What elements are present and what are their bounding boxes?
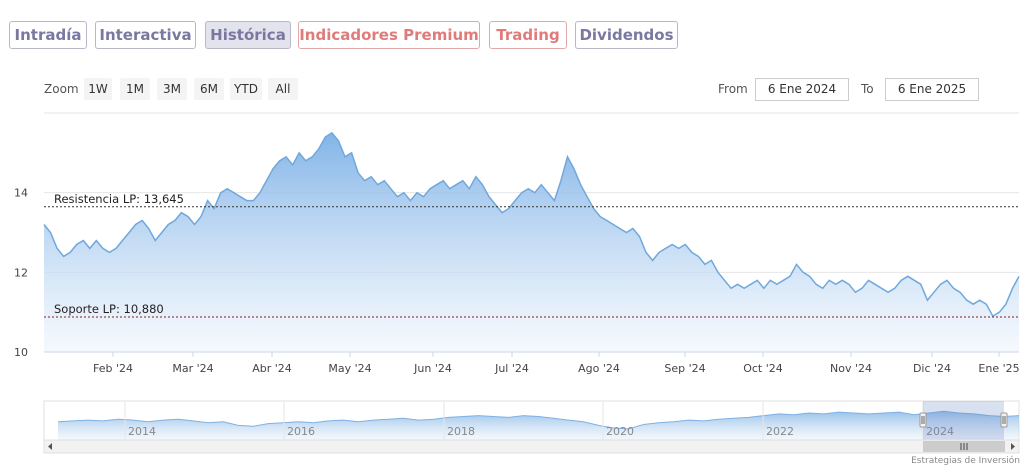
x-tick-label: Jul '24	[494, 362, 529, 375]
x-tick-label: Ago '24	[578, 362, 620, 375]
zoom-button-1w[interactable]: 1W	[84, 78, 112, 100]
tab-interactiva[interactable]: Interactiva	[95, 21, 196, 49]
x-tick-label: Abr '24	[252, 362, 292, 375]
resistance-label: Resistencia LP: 13,645	[54, 192, 184, 206]
tab-intrad-a[interactable]: Intradía	[9, 21, 87, 49]
navigator-year-label: 2022	[766, 425, 794, 438]
price-area	[44, 132, 1019, 352]
zoom-button-1m[interactable]: 1M	[120, 78, 150, 100]
scroll-right-icon[interactable]	[1011, 443, 1015, 450]
from-label: From	[718, 82, 748, 96]
navigator-year-label: 2024	[926, 425, 954, 438]
navigator-year-label: 2020	[606, 425, 634, 438]
x-tick-label: Mar '24	[172, 362, 213, 375]
zoom-label: Zoom	[44, 82, 79, 96]
tab-trading[interactable]: Trading	[489, 21, 567, 49]
navigator-selection[interactable]	[923, 401, 1004, 440]
navigator-handle-left[interactable]	[919, 412, 927, 428]
navigator-area	[58, 411, 1019, 440]
x-tick-label: Oct '24	[743, 362, 783, 375]
navigator-year-label: 2014	[128, 425, 156, 438]
zoom-button-3m[interactable]: 3M	[157, 78, 187, 100]
x-tick-label: Sep '24	[664, 362, 705, 375]
y-tick-label: 14	[14, 187, 28, 200]
navigator-handle-right[interactable]	[1000, 412, 1008, 428]
to-date-input[interactable]: 6 Ene 2025	[885, 78, 979, 101]
tab-hist-rica[interactable]: Histórica	[205, 21, 291, 49]
tab-dividendos[interactable]: Dividendos	[575, 21, 678, 49]
navigator-line	[57, 410, 1020, 430]
scrollbar-track[interactable]	[43, 439, 1020, 454]
support-label: Soporte LP: 10,880	[54, 302, 164, 316]
navigator-year-label: 2018	[447, 425, 475, 438]
x-tick-label: May '24	[328, 362, 371, 375]
zoom-button-ytd[interactable]: YTD	[230, 78, 262, 100]
navigator-year-label: 2016	[287, 425, 315, 438]
zoom-button-6m[interactable]: 6M	[194, 78, 224, 100]
x-tick-label: Nov '24	[830, 362, 872, 375]
scroll-left-icon[interactable]	[48, 443, 52, 450]
y-tick-label: 10	[14, 346, 28, 359]
x-tick-label: Jun '24	[413, 362, 452, 375]
zoom-button-all[interactable]: All	[268, 78, 298, 100]
x-tick-label: Ene '25	[978, 362, 1019, 375]
x-tick-label: Dic '24	[913, 362, 951, 375]
tab-indicadores-premium[interactable]: Indicadores Premium	[298, 21, 480, 49]
credit-text: Estrategias de Inversión	[911, 456, 1020, 466]
price-line	[43, 131, 1020, 318]
x-tick-label: Feb '24	[93, 362, 133, 375]
to-label: To	[861, 82, 874, 96]
y-tick-label: 12	[14, 266, 28, 279]
from-date-input[interactable]: 6 Ene 2024	[755, 78, 849, 101]
